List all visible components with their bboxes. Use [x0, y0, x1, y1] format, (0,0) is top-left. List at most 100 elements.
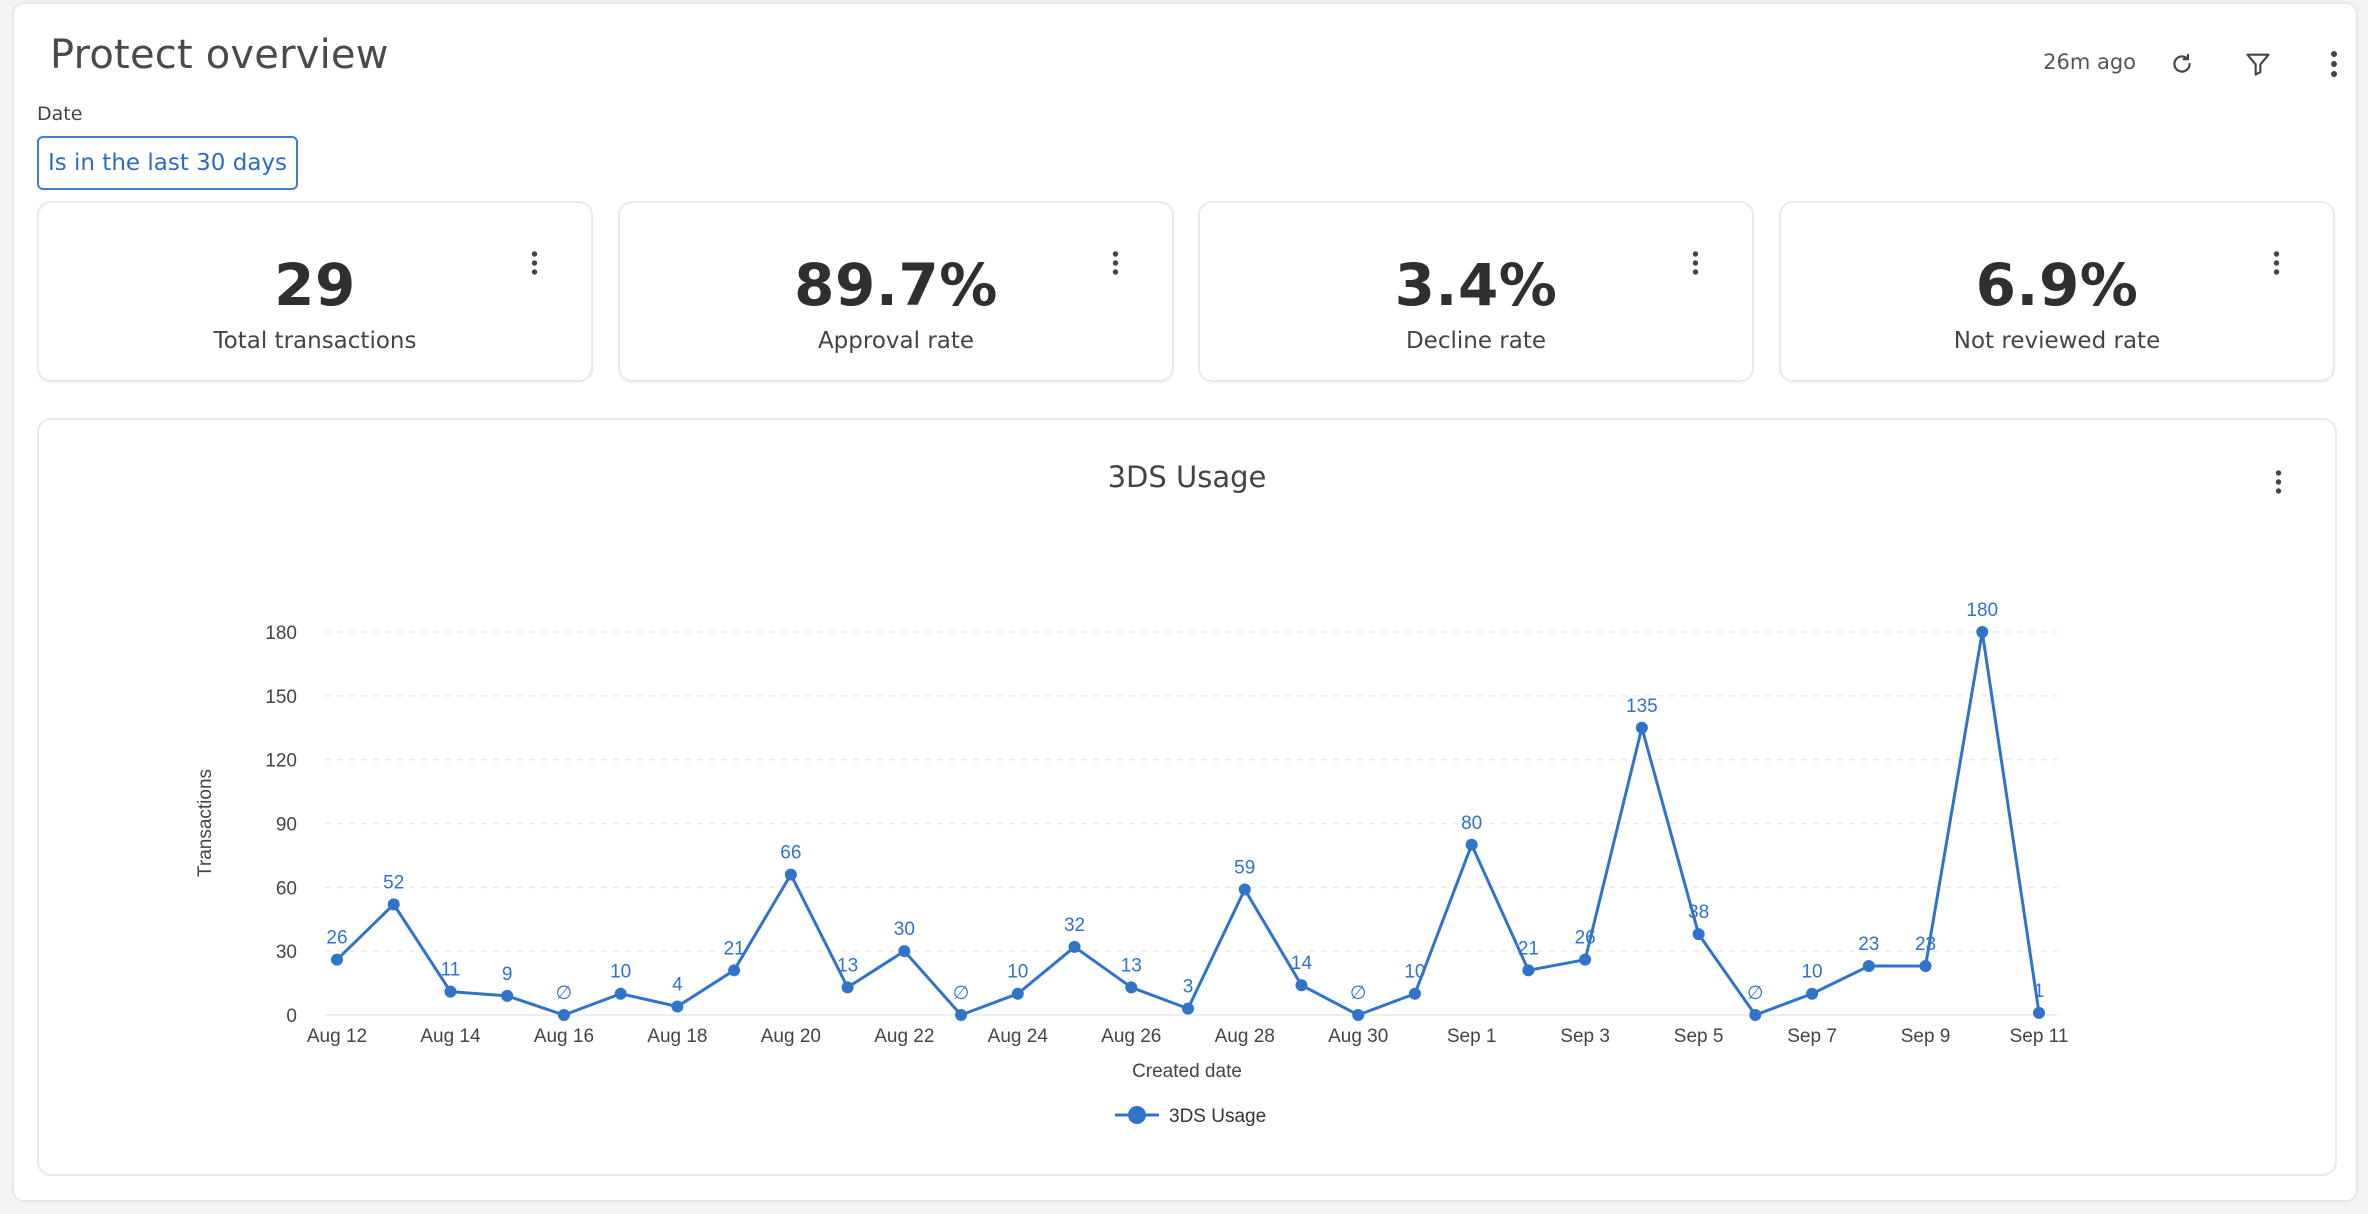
y-tick-label: 120: [265, 751, 297, 772]
kpi-card-approval-rate: 89.7% Approval rate: [618, 201, 1174, 382]
data-point: [1068, 940, 1081, 953]
x-tick-label: Aug 26: [1101, 1026, 1161, 1047]
data-label: 14: [1291, 953, 1313, 974]
data-point: [898, 945, 911, 958]
x-tick-label: Sep 1: [1447, 1026, 1497, 1047]
x-tick-label: Aug 22: [874, 1026, 934, 1047]
more-vertical-icon: [2275, 470, 2281, 494]
data-point: [784, 868, 797, 881]
data-label: 10: [1007, 962, 1028, 983]
data-point: [501, 989, 514, 1002]
kpi-value: 89.7%: [794, 251, 998, 319]
data-label: 66: [780, 843, 801, 864]
data-label: 38: [1688, 902, 1709, 923]
data-point: [1408, 987, 1421, 1000]
kpi-value: 29: [274, 251, 356, 319]
data-point: [1011, 987, 1024, 1000]
data-label: ∅: [1747, 983, 1764, 1004]
data-label: 21: [1518, 938, 1539, 959]
data-label: 9: [502, 964, 513, 985]
y-tick-label: 30: [276, 942, 297, 963]
date-filter-label: Date: [37, 103, 83, 125]
y-tick-label: 60: [276, 878, 297, 899]
data-point: [841, 981, 854, 994]
kpi-menu-button[interactable]: [1100, 243, 1130, 283]
data-point: [1522, 964, 1535, 977]
more-vertical-icon: [2273, 251, 2279, 275]
line-chart: 0 30 60 90 120 150 180 Aug 12 Aug 14 Aug 16 Aug 18…: [195, 600, 2068, 1127]
y-tick-label: 0: [286, 1006, 297, 1027]
x-tick-label: Sep 5: [1674, 1026, 1724, 1047]
data-point: [728, 964, 741, 977]
chart-menu-button[interactable]: [2263, 462, 2293, 502]
data-point: [1692, 928, 1705, 941]
more-vertical-icon: [531, 251, 537, 275]
kpi-menu-button[interactable]: [519, 243, 549, 283]
data-label: ∅: [556, 983, 573, 1004]
data-label: 13: [1121, 955, 1142, 976]
x-tick-label: Aug 28: [1215, 1026, 1275, 1047]
refresh-button[interactable]: [2162, 44, 2202, 84]
data-point: [1295, 979, 1308, 992]
last-updated-text: 26m ago: [2043, 50, 2136, 74]
data-point: [1749, 1009, 1762, 1021]
data-label: 26: [326, 928, 347, 949]
chart-title: 3DS Usage: [1107, 460, 1267, 494]
data-point: [1465, 838, 1478, 851]
legend-label: 3DS Usage: [1169, 1106, 1266, 1127]
filter-button[interactable]: [2238, 44, 2278, 84]
kpi-label: Not reviewed rate: [1953, 328, 2161, 354]
date-filter-chip[interactable]: Is in the last 30 days: [37, 136, 298, 190]
data-point: [1182, 1002, 1194, 1015]
header-toolbar: 26m ago: [1956, 44, 2356, 84]
data-point: [387, 898, 400, 911]
data-point: [1125, 981, 1138, 994]
data-point: [671, 1000, 684, 1013]
data-label: 23: [1915, 934, 1936, 955]
kpi-label: Total transactions: [213, 328, 417, 354]
x-tick-label: Aug 18: [647, 1026, 707, 1047]
data-point: [1635, 721, 1648, 734]
kpi-menu-button[interactable]: [1680, 243, 1710, 283]
kpi-label: Decline rate: [1405, 328, 1547, 354]
y-tick-label: 90: [276, 815, 297, 836]
x-tick-label: Aug 30: [1328, 1026, 1388, 1047]
data-label: 10: [1801, 962, 1822, 983]
x-axis-label: Created date: [1132, 1061, 1242, 1082]
data-label: 180: [1966, 600, 1998, 621]
data-label: ∅: [1350, 983, 1367, 1004]
x-tick-label: Sep 3: [1560, 1026, 1610, 1047]
kpi-card-decline-rate: 3.4% Decline rate: [1198, 201, 1754, 382]
x-tick-label: Aug 14: [420, 1026, 481, 1047]
legend-marker: [1128, 1106, 1146, 1124]
filter-icon: [2246, 53, 2270, 76]
data-label: 80: [1461, 813, 1482, 834]
more-vertical-icon: [1112, 251, 1118, 275]
data-label: 30: [894, 919, 915, 940]
x-tick-label: Aug 20: [761, 1026, 821, 1047]
more-options-button[interactable]: [2314, 44, 2354, 84]
data-point: [1579, 953, 1592, 966]
data-label: 10: [1404, 962, 1425, 983]
data-label: 59: [1234, 857, 1255, 878]
data-label: 13: [837, 955, 858, 976]
data-point: [1862, 960, 1875, 973]
data-label: 21: [724, 938, 745, 959]
data-label: 26: [1575, 928, 1596, 949]
data-point: [955, 1009, 968, 1021]
data-point: [444, 985, 457, 998]
x-tick-label: Aug 16: [534, 1026, 594, 1047]
y-tick-label: 180: [265, 623, 297, 644]
data-point: [1806, 987, 1819, 1000]
data-label: 3: [1183, 977, 1194, 998]
kpi-label: Approval rate: [817, 328, 975, 354]
x-tick-label: Aug 12: [307, 1026, 367, 1047]
x-tick-label: Aug 24: [988, 1026, 1049, 1047]
kpi-value: 6.9%: [1975, 251, 2139, 319]
y-tick-label: 150: [265, 687, 297, 708]
kpi-menu-button[interactable]: [2261, 243, 2291, 283]
refresh-icon: [2173, 53, 2191, 73]
x-tick-label: Sep 9: [1901, 1026, 1951, 1047]
kpi-card-total-transactions: 29 Total transactions: [37, 201, 593, 382]
data-point: [1352, 1009, 1365, 1021]
